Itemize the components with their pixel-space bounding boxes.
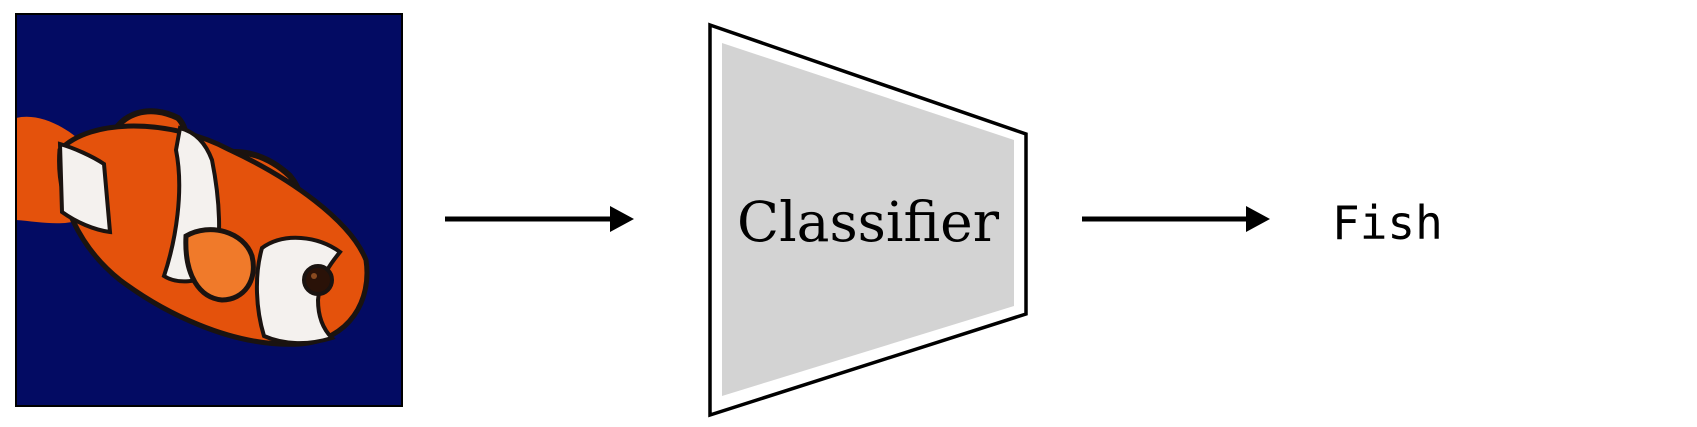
classifier-fill bbox=[722, 43, 1014, 396]
fish-eye bbox=[302, 264, 334, 296]
arrow-right-icon bbox=[1082, 206, 1270, 232]
classifier-label: Classifier bbox=[737, 190, 1000, 254]
classifier-block: Classifier bbox=[708, 22, 1028, 418]
clownfish-image bbox=[16, 108, 370, 347]
pectoral-fin bbox=[183, 227, 256, 303]
input-image bbox=[15, 13, 403, 407]
fish-eye-highlight bbox=[311, 273, 317, 279]
arrow-right-icon bbox=[445, 206, 634, 232]
output-label: Fish bbox=[1332, 196, 1443, 250]
stripe-tail bbox=[57, 141, 113, 235]
input-image-border bbox=[15, 13, 403, 407]
